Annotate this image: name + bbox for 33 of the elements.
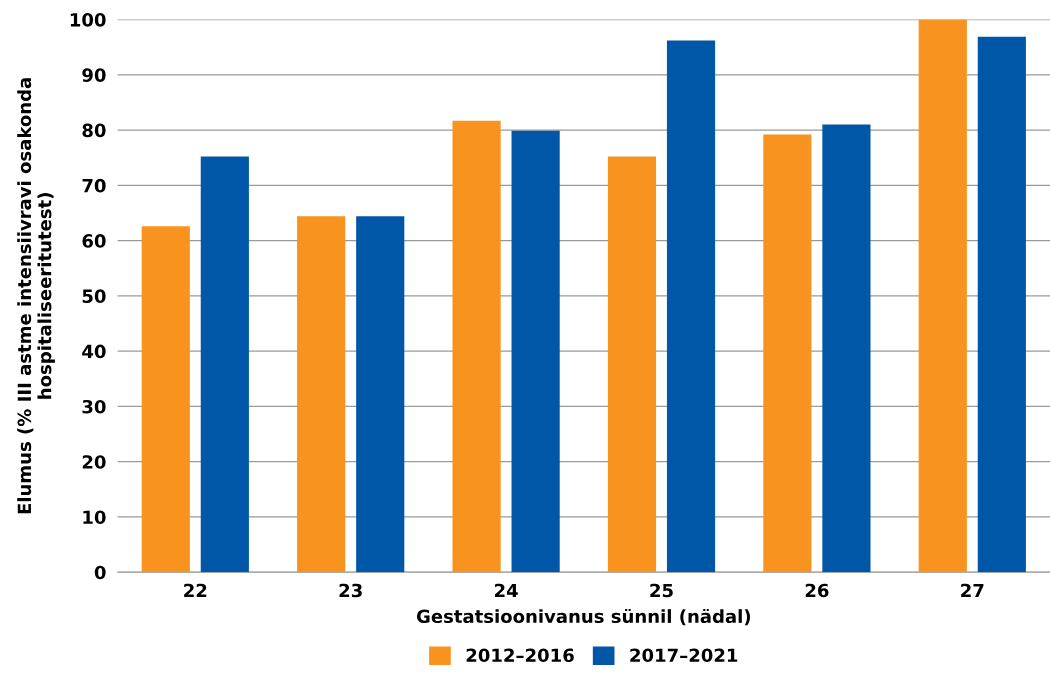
bar	[666, 40, 716, 573]
bar	[297, 216, 346, 573]
bar	[511, 130, 560, 573]
bar	[822, 124, 871, 573]
bar	[452, 120, 501, 573]
x-axis-title: Gestatsioonivanus sünnil (nädal)	[416, 608, 751, 626]
bar	[977, 36, 1026, 573]
bar	[141, 226, 190, 573]
y-tick-label: 80	[82, 123, 106, 138]
y-tick-label: 10	[83, 510, 106, 525]
y-tick-label: 30	[82, 399, 106, 414]
legend-label: 2017–2021	[630, 648, 738, 663]
x-tick-label: 25	[650, 583, 673, 598]
bar	[200, 156, 249, 573]
y-tick-label: 0	[94, 565, 106, 580]
bar	[356, 216, 405, 573]
bar	[918, 19, 967, 573]
y-tick-label: 40	[82, 344, 106, 359]
legend-label: 2012–2016	[466, 648, 574, 663]
x-tick-label: 22	[184, 583, 207, 598]
x-tick-label: 27	[961, 583, 984, 598]
y-tick-label: 60	[82, 234, 106, 248]
y-tick-label: 70	[82, 178, 106, 193]
y-tick-label: 100	[70, 13, 106, 27]
x-tick-label: 23	[339, 583, 362, 598]
x-tick-label: 24	[494, 583, 518, 598]
y-tick-label: 90	[82, 68, 106, 82]
y-tick-label: 50	[82, 289, 106, 303]
bar	[763, 134, 812, 573]
y-axis-title: Elumus (% III astme intensiivravi osakonda hospitaliseeritutest)	[17, 78, 55, 514]
x-tick-label: 26	[805, 583, 829, 598]
y-tick-label: 20	[82, 455, 106, 469]
bar	[607, 156, 657, 573]
